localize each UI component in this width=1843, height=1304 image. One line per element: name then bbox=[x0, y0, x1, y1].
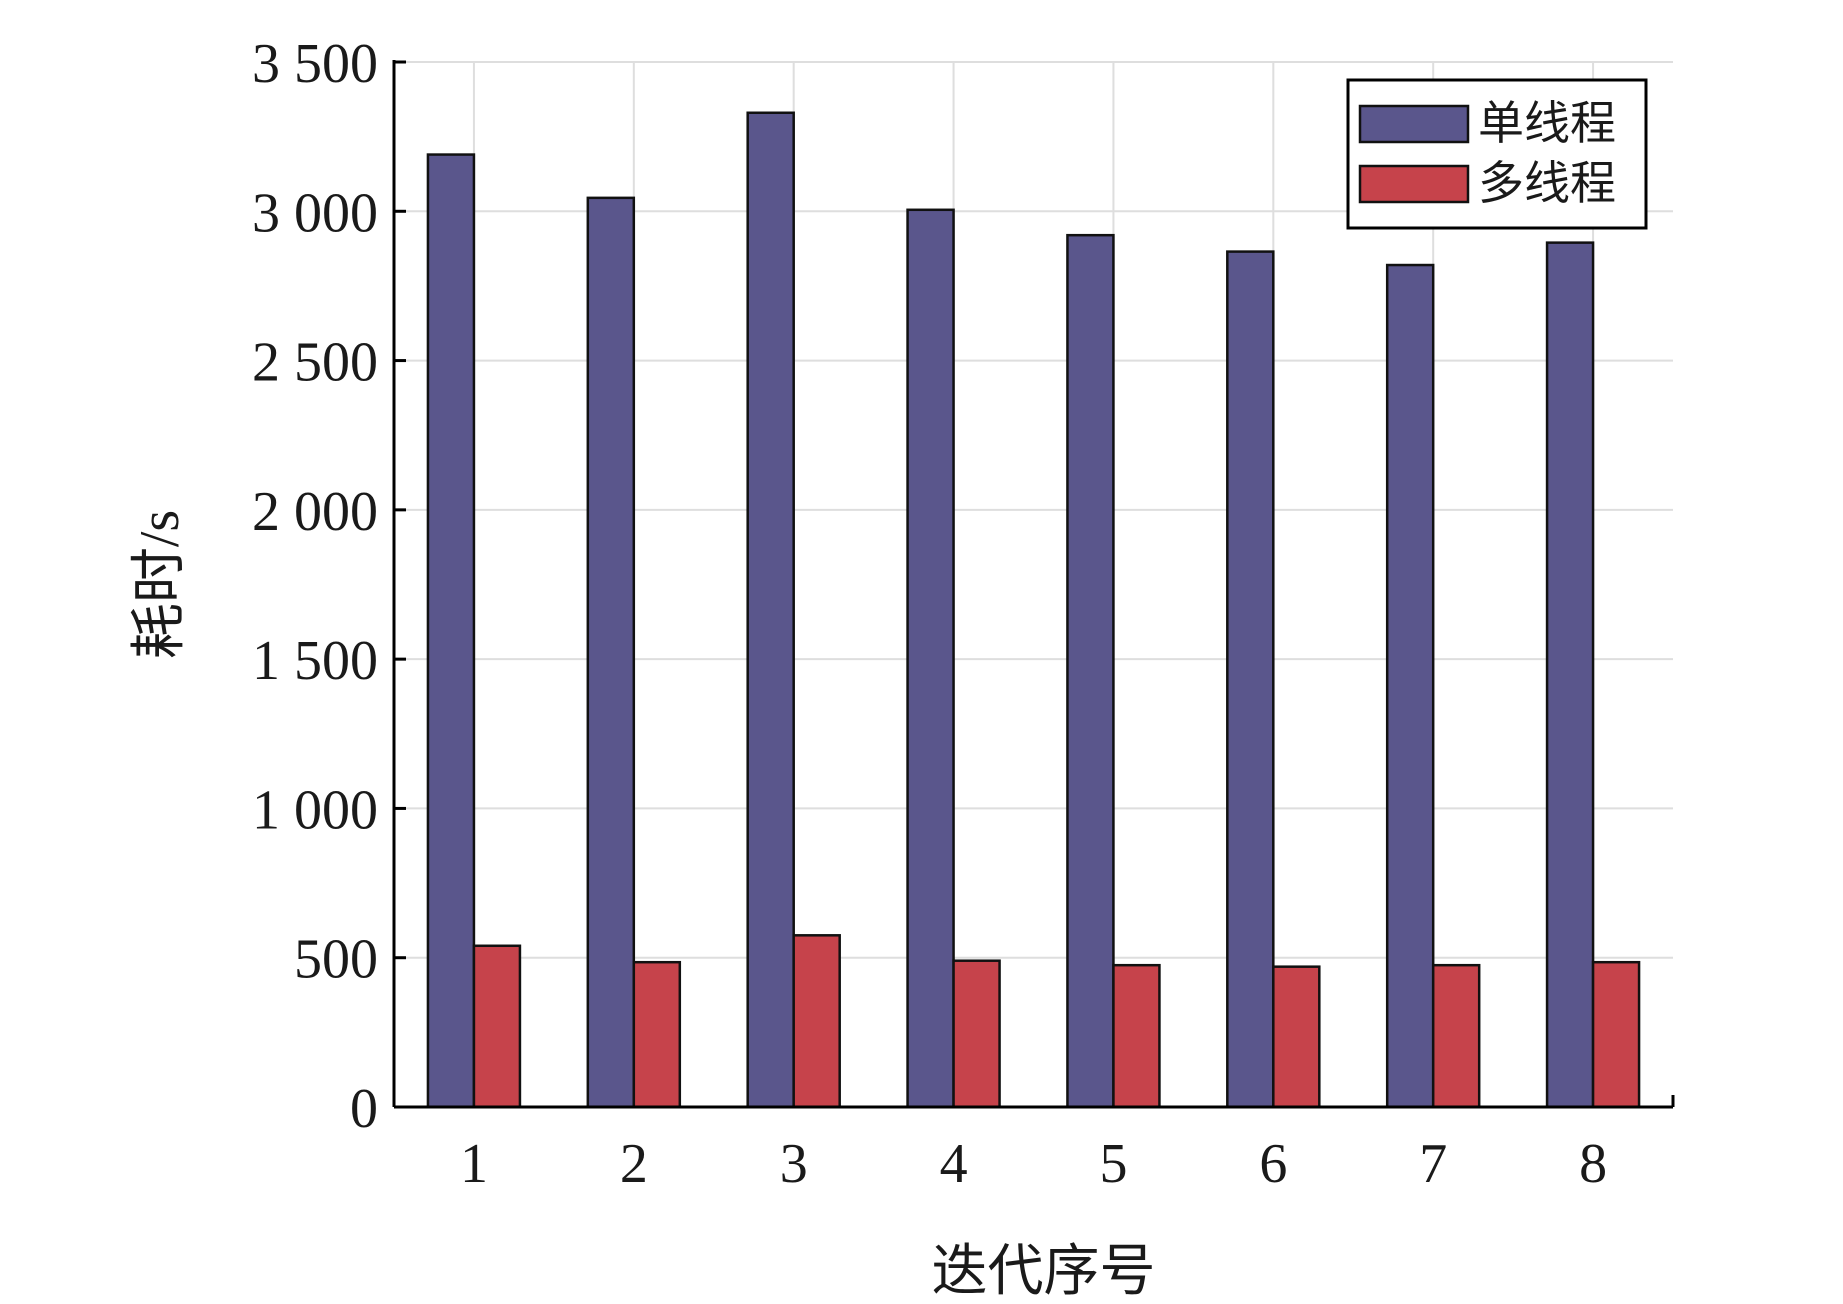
bars bbox=[426, 111, 1641, 1109]
legend-swatch bbox=[1358, 104, 1470, 144]
bar-multi-thread bbox=[632, 960, 682, 1109]
bar-multi-thread bbox=[1112, 963, 1161, 1109]
tick-labels: 0 500 1 000 1 500 2 000 2 500 3 000 3 500 1 2 3 4 5 6… bbox=[252, 33, 1607, 1195]
axes bbox=[392, 60, 1675, 1109]
bar-single-thread bbox=[586, 196, 636, 1109]
y-tick-label: 2 500 bbox=[252, 332, 378, 394]
y-tick-label: 1 000 bbox=[252, 779, 378, 841]
legend-swatch bbox=[1358, 164, 1470, 204]
y-tick-label: 2 000 bbox=[252, 481, 378, 543]
legend-box bbox=[1346, 78, 1648, 230]
y-axis-title: 耗时/s bbox=[129, 510, 191, 659]
bar-multi-thread bbox=[1272, 965, 1321, 1109]
y-tick-label: 1 500 bbox=[252, 630, 378, 692]
y-tick-label: 3 000 bbox=[252, 182, 378, 244]
bar-single-thread bbox=[1545, 241, 1595, 1109]
legend-label: 单线程 bbox=[1478, 98, 1616, 149]
bar-single-thread bbox=[1385, 263, 1435, 1109]
y-tick-label: 3 500 bbox=[252, 33, 378, 95]
x-tick-label: 5 bbox=[1099, 1133, 1127, 1195]
bar-multi-thread bbox=[952, 959, 1001, 1109]
bar-single-thread bbox=[1226, 250, 1275, 1109]
bar-single-thread bbox=[426, 153, 476, 1109]
y-tick-label: 500 bbox=[294, 929, 378, 991]
bar-multi-thread bbox=[472, 944, 522, 1109]
x-tick-label: 6 bbox=[1259, 1133, 1287, 1195]
x-tick-label: 1 bbox=[460, 1133, 488, 1195]
bar-multi-thread bbox=[1431, 963, 1481, 1109]
bar-single-thread bbox=[1066, 233, 1115, 1109]
x-axis-title: 迭代序号 bbox=[932, 1241, 1156, 1299]
x-tick-label: 3 bbox=[780, 1133, 808, 1195]
bar-multi-thread bbox=[1591, 960, 1641, 1109]
bar-single-thread bbox=[906, 208, 955, 1109]
bar-multi-thread bbox=[792, 934, 841, 1109]
x-tick-label: 4 bbox=[940, 1133, 968, 1195]
bar-single-thread bbox=[746, 111, 795, 1109]
legend-label: 多线程 bbox=[1478, 158, 1616, 209]
y-tick-label: 0 bbox=[350, 1078, 378, 1140]
x-tick-label: 7 bbox=[1419, 1133, 1447, 1195]
x-tick-label: 2 bbox=[620, 1133, 648, 1195]
x-tick-label: 8 bbox=[1579, 1133, 1607, 1195]
